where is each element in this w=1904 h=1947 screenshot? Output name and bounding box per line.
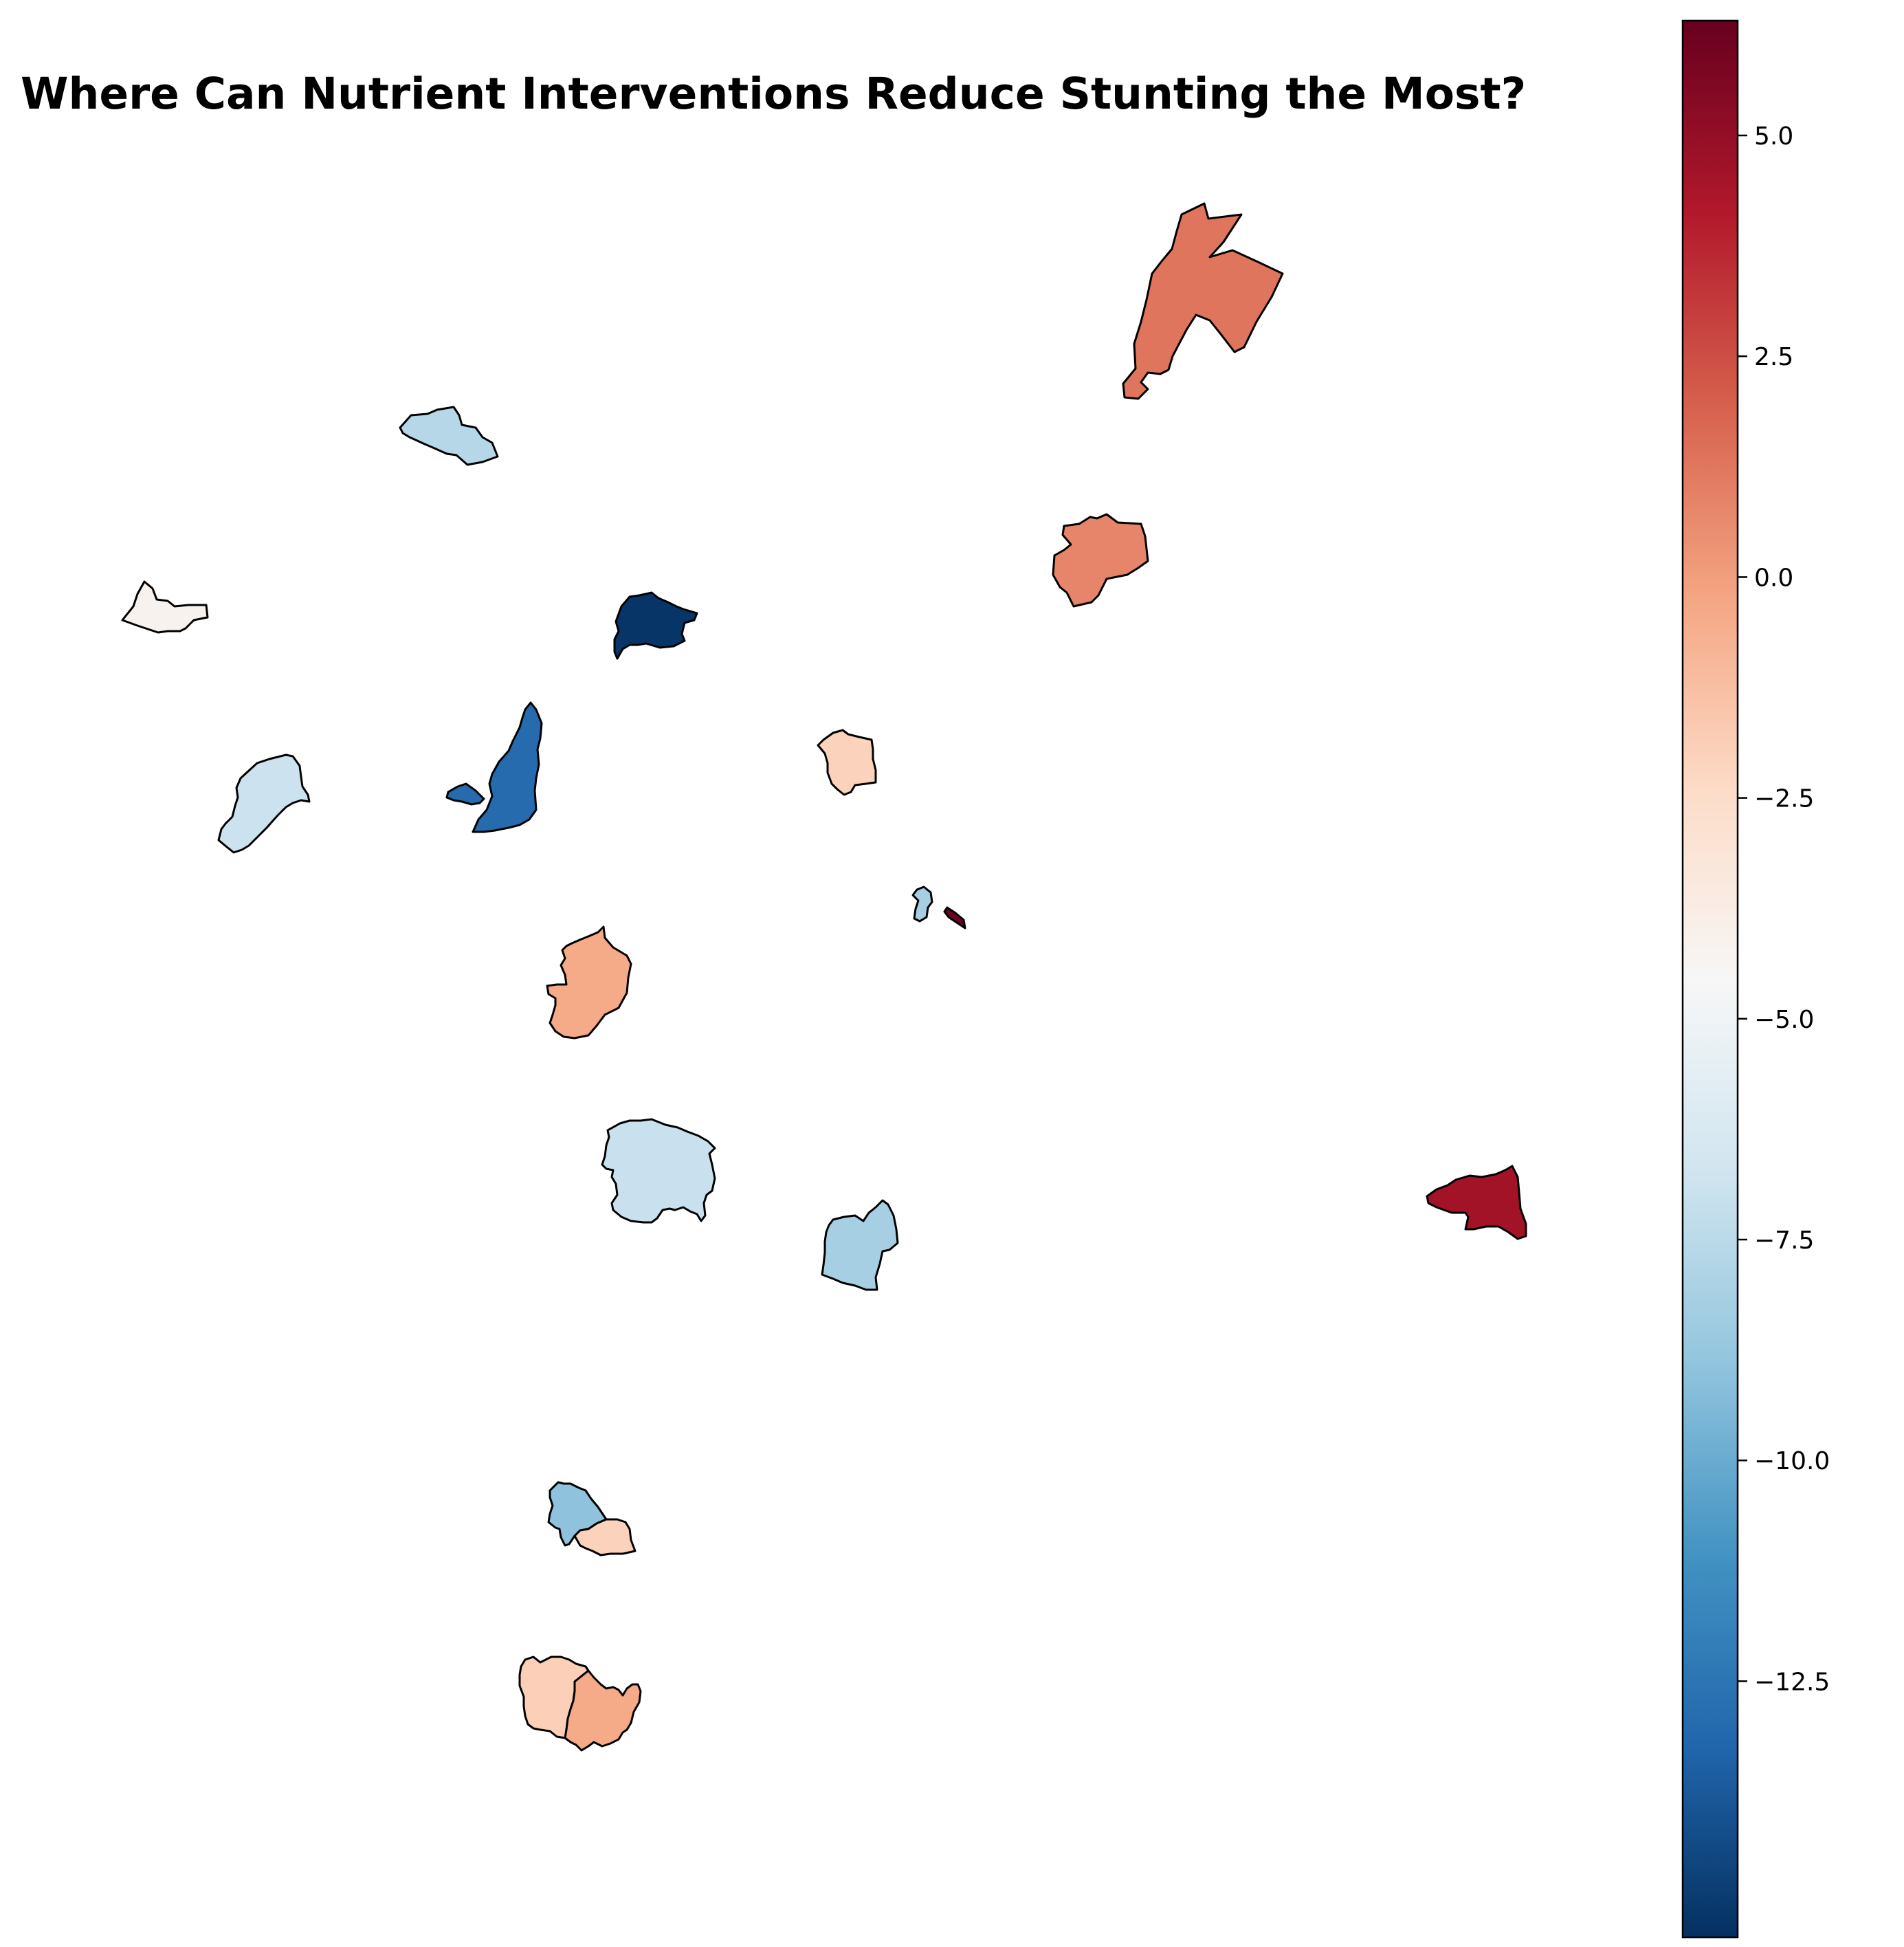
region-west-mid	[217, 754, 311, 854]
colorbar-bar	[1681, 19, 1739, 1939]
colorbar-ticks: 5.0 2.5 0.0 −2.5 −5.0 −7.5 −10.0 −12.5	[1738, 122, 1830, 1696]
region-far-west	[121, 580, 209, 634]
regions-layer	[121, 202, 1527, 1752]
region-north-east-large	[1122, 202, 1284, 400]
colorbar-tick-label: −12.5	[1754, 1668, 1830, 1696]
map-title: Where Can Nutrient Interventions Reduce …	[21, 69, 1527, 119]
region-central-south	[546, 925, 632, 1040]
colorbar-tick-label: 5.0	[1754, 122, 1793, 151]
region-center-small	[817, 729, 877, 796]
region-south-central-large	[601, 1118, 716, 1224]
colorbar: 5.0 2.5 0.0 −2.5 −5.0 −7.5 −10.0 −12.5	[1681, 19, 1830, 1939]
region-far-east	[1426, 1165, 1527, 1240]
colorbar-tick-label: −10.0	[1754, 1447, 1830, 1475]
colorbar-tick-label: −7.5	[1754, 1226, 1814, 1255]
region-central-north-dark	[613, 591, 698, 660]
region-central-elongated	[445, 701, 543, 833]
region-south-east-mid	[821, 1199, 899, 1291]
colorbar-tick-label: −5.0	[1754, 1006, 1814, 1034]
region-bottom-right	[564, 1669, 642, 1752]
region-tiny-right	[943, 906, 966, 930]
colorbar-tick-label: −2.5	[1754, 785, 1814, 813]
colorbar-tick-label: 2.5	[1754, 343, 1793, 371]
region-south-pair-right	[573, 1518, 636, 1556]
region-north-east-mid	[1052, 513, 1149, 608]
colorbar-tick-label: 0.0	[1754, 564, 1793, 592]
region-north-west-bar	[399, 406, 499, 466]
region-tiny-left	[911, 886, 933, 923]
